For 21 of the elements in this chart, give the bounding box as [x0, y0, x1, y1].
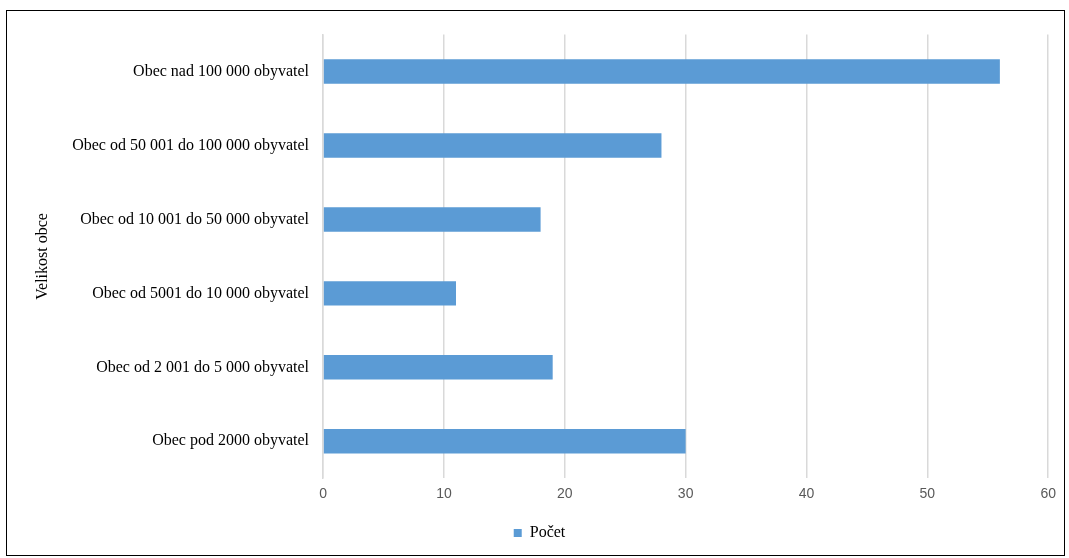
x-tick-label: 0	[319, 485, 328, 502]
y-axis-title: Velikost obce	[32, 213, 50, 300]
x-tick-label: 40	[798, 485, 815, 502]
bar	[323, 429, 686, 454]
y-tick-label: Obec od 2 001 do 5 000 obyvatel	[96, 357, 310, 376]
y-tick-label: Obec nad 100 000 obyvatel	[133, 61, 310, 80]
bar	[323, 355, 553, 380]
x-tick-label: 50	[919, 485, 936, 502]
bar	[323, 59, 1000, 84]
bar	[323, 281, 456, 306]
x-tick-label: 60	[1040, 485, 1057, 502]
bar	[323, 207, 541, 232]
x-tick-label: 10	[436, 485, 452, 502]
y-tick-label: Obec od 10 001 do 50 000 obyvatel	[80, 209, 310, 228]
y-tick-label: Obec od 5001 do 10 000 obyvatel	[92, 283, 310, 302]
y-tick-label: Obec od 50 001 do 100 000 obyvatel	[72, 135, 310, 154]
y-tick-label: Obec pod 2000 obyvatel	[152, 431, 310, 450]
legend-label: Počet	[529, 523, 566, 541]
x-tick-label: 30	[677, 485, 694, 502]
x-tick-label: 20	[556, 485, 573, 502]
bar	[323, 133, 662, 158]
